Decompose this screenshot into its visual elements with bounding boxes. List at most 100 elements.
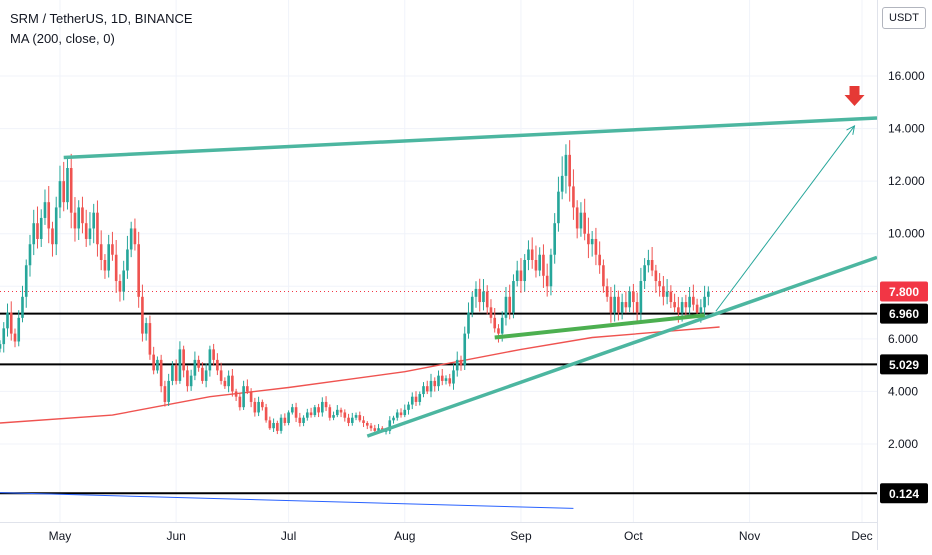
candle-down[interactable] — [545, 275, 549, 287]
candle-down[interactable] — [673, 302, 676, 308]
candle-down[interactable] — [478, 288, 482, 303]
candle-down[interactable] — [51, 228, 54, 245]
candle-down[interactable] — [339, 409, 343, 413]
candle-down[interactable] — [197, 359, 200, 368]
candle-up[interactable] — [88, 228, 92, 239]
candle-down[interactable] — [73, 212, 77, 229]
candle-down[interactable] — [261, 401, 264, 408]
candle-up[interactable] — [2, 328, 6, 345]
candle-down[interactable] — [684, 302, 688, 308]
candle-down[interactable] — [234, 391, 238, 397]
candle-down[interactable] — [309, 412, 313, 416]
candle-up[interactable] — [467, 312, 470, 334]
candle-down[interactable] — [609, 296, 613, 313]
candle-down[interactable] — [485, 291, 489, 308]
candle-up[interactable] — [703, 296, 706, 308]
candle-down[interactable] — [264, 407, 268, 421]
candle-down[interactable] — [137, 244, 140, 297]
candle-down[interactable] — [186, 370, 189, 387]
candle-down[interactable] — [47, 202, 51, 229]
candle-down[interactable] — [238, 396, 242, 408]
candle-down[interactable] — [617, 296, 620, 313]
candle-up[interactable] — [410, 396, 414, 405]
candle-down[interactable] — [283, 417, 287, 423]
candle-down[interactable] — [677, 307, 680, 313]
candle-down[interactable] — [598, 254, 601, 266]
candle-up[interactable] — [129, 228, 133, 250]
candle-up[interactable] — [504, 296, 508, 318]
candle-down[interactable] — [362, 420, 365, 423]
candle-down[interactable] — [433, 380, 437, 387]
candle-down[interactable] — [159, 359, 163, 387]
symbol-title[interactable]: SRM / TetherUS, 1D, BINANCE — [10, 11, 193, 26]
candle-up[interactable] — [24, 265, 28, 297]
candle-down[interactable] — [508, 296, 512, 313]
candle-down[interactable] — [182, 349, 185, 371]
candle-up[interactable] — [699, 307, 703, 313]
candle-down[interactable] — [358, 415, 362, 421]
candle-up[interactable] — [257, 401, 260, 413]
candle-up[interactable] — [32, 223, 36, 245]
candle-down[interactable] — [111, 244, 114, 255]
candle-up[interactable] — [500, 317, 504, 334]
candle-up[interactable] — [350, 417, 354, 423]
candle-up[interactable] — [395, 412, 399, 418]
candle-up[interactable] — [291, 407, 294, 413]
candle-down[interactable] — [163, 386, 167, 402]
candle-up[interactable] — [204, 370, 208, 381]
candle-down[interactable] — [148, 323, 152, 355]
upper-channel-line[interactable] — [63, 116, 878, 160]
candle-down[interactable] — [568, 154, 571, 187]
candle-down[interactable] — [662, 286, 665, 297]
candle-down[interactable] — [542, 254, 545, 276]
candle-down[interactable] — [212, 349, 215, 360]
candle-down[interactable] — [223, 380, 227, 387]
candle-down[interactable] — [650, 260, 654, 271]
candle-down[interactable] — [114, 254, 118, 282]
candle-down[interactable] — [632, 291, 635, 303]
candle-down[interactable] — [583, 212, 586, 234]
candle-down[interactable] — [298, 417, 302, 423]
candle-up[interactable] — [680, 302, 684, 313]
candle-up[interactable] — [21, 296, 24, 318]
candle-up[interactable] — [272, 422, 275, 429]
candle-up[interactable] — [332, 415, 335, 418]
candle-up[interactable] — [452, 370, 455, 384]
candle-up[interactable] — [564, 154, 568, 176]
candle-down[interactable] — [246, 386, 249, 392]
candle-up[interactable] — [54, 207, 58, 245]
candle-up[interactable] — [628, 291, 631, 308]
candle-down[interactable] — [99, 244, 103, 260]
candle-up[interactable] — [422, 386, 425, 395]
candle-down[interactable] — [347, 417, 350, 423]
candle-up[interactable] — [279, 417, 283, 431]
candle-up[interactable] — [639, 281, 643, 313]
candle-up[interactable] — [437, 375, 440, 387]
candle-down[interactable] — [174, 365, 178, 381]
candle-down[interactable] — [575, 207, 579, 229]
candle-down[interactable] — [365, 422, 369, 426]
candle-up[interactable] — [418, 394, 422, 402]
candle-down[interactable] — [692, 296, 695, 305]
candle-up[interactable] — [189, 375, 193, 387]
candle-up[interactable] — [287, 412, 290, 423]
candle-down[interactable] — [317, 407, 320, 413]
candle-down[interactable] — [635, 302, 639, 313]
candle-up[interactable] — [429, 380, 433, 392]
candle-up[interactable] — [549, 254, 553, 287]
candle-up[interactable] — [178, 349, 182, 381]
candle-up[interactable] — [227, 375, 230, 387]
candle-up[interactable] — [92, 212, 96, 229]
candle-down[interactable] — [294, 407, 298, 418]
candle-down[interactable] — [587, 233, 590, 245]
candle-up[interactable] — [171, 365, 174, 381]
candle-up[interactable] — [167, 380, 170, 402]
candle-down[interactable] — [231, 375, 234, 392]
candle-down[interactable] — [669, 291, 673, 303]
candle-up[interactable] — [354, 415, 358, 418]
candle-down[interactable] — [459, 359, 463, 366]
support-trendline[interactable] — [494, 313, 705, 340]
candle-down[interactable] — [62, 181, 66, 203]
candle-up[interactable] — [58, 181, 62, 208]
